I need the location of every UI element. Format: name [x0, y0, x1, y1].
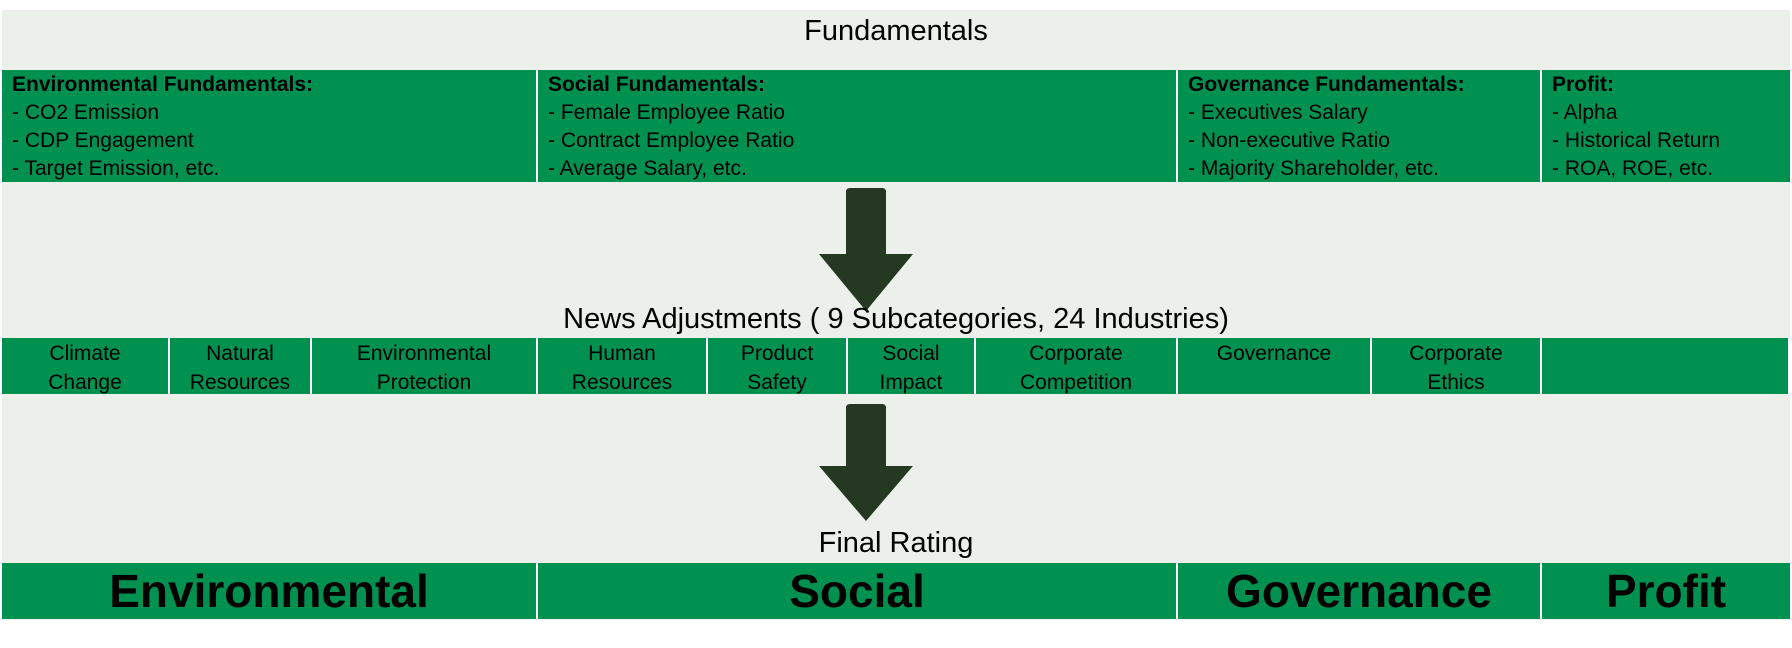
fundamentals-item: - Contract Employee Ratio [548, 129, 795, 152]
news-subcategory-line: Ethics [1427, 371, 1485, 394]
news-subcategory-line: Governance [1216, 342, 1332, 365]
news-subcategory-line: Change [48, 371, 122, 394]
final-rating-environmental: Environmental [2, 563, 536, 619]
fundamentals-row: Environmental Fundamentals: - CO2 Emissi… [2, 70, 1790, 182]
fundamentals-item: - Non-executive Ratio [1188, 129, 1390, 152]
news-subcategory-line: Protection [376, 371, 472, 394]
news-subcategory-line: Social [882, 342, 940, 365]
final-rating-heading: Final Rating [818, 527, 974, 559]
news-subcategories-row: Climate Change Natural Resources Environ… [2, 338, 1790, 394]
fundamentals-item: - Alpha [1552, 101, 1618, 124]
news-subcategory-line: Climate [49, 342, 121, 365]
news-subcategory-cell: Climate Change [2, 338, 168, 394]
news-subcategory-line: Impact [879, 371, 943, 394]
news-subcategory-line: Environmental [356, 342, 492, 365]
news-subcategory-line: Resources [189, 371, 291, 394]
fundamentals-item: - ROA, ROE, etc. [1552, 157, 1714, 180]
news-subcategory-cell-empty [1542, 338, 1788, 394]
fundamentals-item: - Female Employee Ratio [548, 101, 785, 124]
fundamentals-title: Social Fundamentals: [548, 73, 766, 96]
news-subcategory-line: Natural [206, 342, 274, 365]
governance-fundamentals-box: Governance Fundamentals: - Executives Sa… [1178, 70, 1540, 182]
news-adjustments-heading: News Adjustments ( 9 Subcategories, 24 I… [563, 303, 1229, 335]
news-subcategory-line: Corporate [1409, 342, 1503, 365]
final-rating-governance: Governance [1178, 563, 1540, 619]
news-subcategory-cell: Product Safety [708, 338, 846, 394]
arrow-shape [819, 404, 913, 521]
profit-fundamentals-box: Profit: - Alpha - Historical Return - RO… [1542, 70, 1790, 182]
fundamentals-item: - Target Emission, etc. [12, 157, 220, 180]
fundamentals-item: - Majority Shareholder, etc. [1188, 157, 1439, 180]
arrow-shape [819, 188, 913, 311]
down-arrow-icon [819, 404, 913, 521]
news-subcategory-line: Corporate [1029, 342, 1123, 365]
final-rating-row: Environmental Social Governance Profit [2, 563, 1790, 619]
fundamentals-item: - Average Salary, etc. [548, 157, 747, 180]
environmental-fundamentals-box: Environmental Fundamentals: - CO2 Emissi… [2, 70, 536, 182]
news-subcategory-cell: Corporate Ethics [1372, 338, 1540, 394]
news-subcategory-line: Competition [1019, 371, 1133, 394]
diagram-canvas: Fundamentals Environmental Fundamentals:… [2, 10, 1790, 620]
news-subcategory-line: Safety [747, 371, 807, 394]
final-rating-profit: Profit [1542, 563, 1790, 619]
fundamentals-title: Governance Fundamentals: [1188, 73, 1465, 96]
down-arrow-icon [819, 188, 913, 311]
news-subcategory-cell: Social Impact [848, 338, 974, 394]
news-subcategory-cell: Natural Resources [170, 338, 310, 394]
news-subcategory-line: Human [588, 342, 656, 365]
fundamentals-title: Profit: [1552, 73, 1614, 96]
fundamentals-item: - Executives Salary [1188, 101, 1368, 124]
fundamentals-title: Environmental Fundamentals: [12, 73, 314, 96]
final-rating-social: Social [538, 563, 1176, 619]
fundamentals-item: - CDP Engagement [12, 129, 194, 152]
fundamentals-item: - CO2 Emission [12, 101, 160, 124]
news-subcategory-cell: Corporate Competition [976, 338, 1176, 394]
fundamentals-heading: Fundamentals [804, 15, 988, 47]
news-subcategory-line: Resources [571, 371, 673, 394]
news-subcategory-cell: Human Resources [538, 338, 706, 394]
fundamentals-item: - Historical Return [1552, 129, 1721, 152]
social-fundamentals-box: Social Fundamentals: - Female Employee R… [538, 70, 1176, 182]
news-subcategory-cell: Governance [1178, 338, 1370, 394]
news-subcategory-cell: Environmental Protection [312, 338, 536, 394]
news-subcategory-line: Product [740, 342, 814, 365]
